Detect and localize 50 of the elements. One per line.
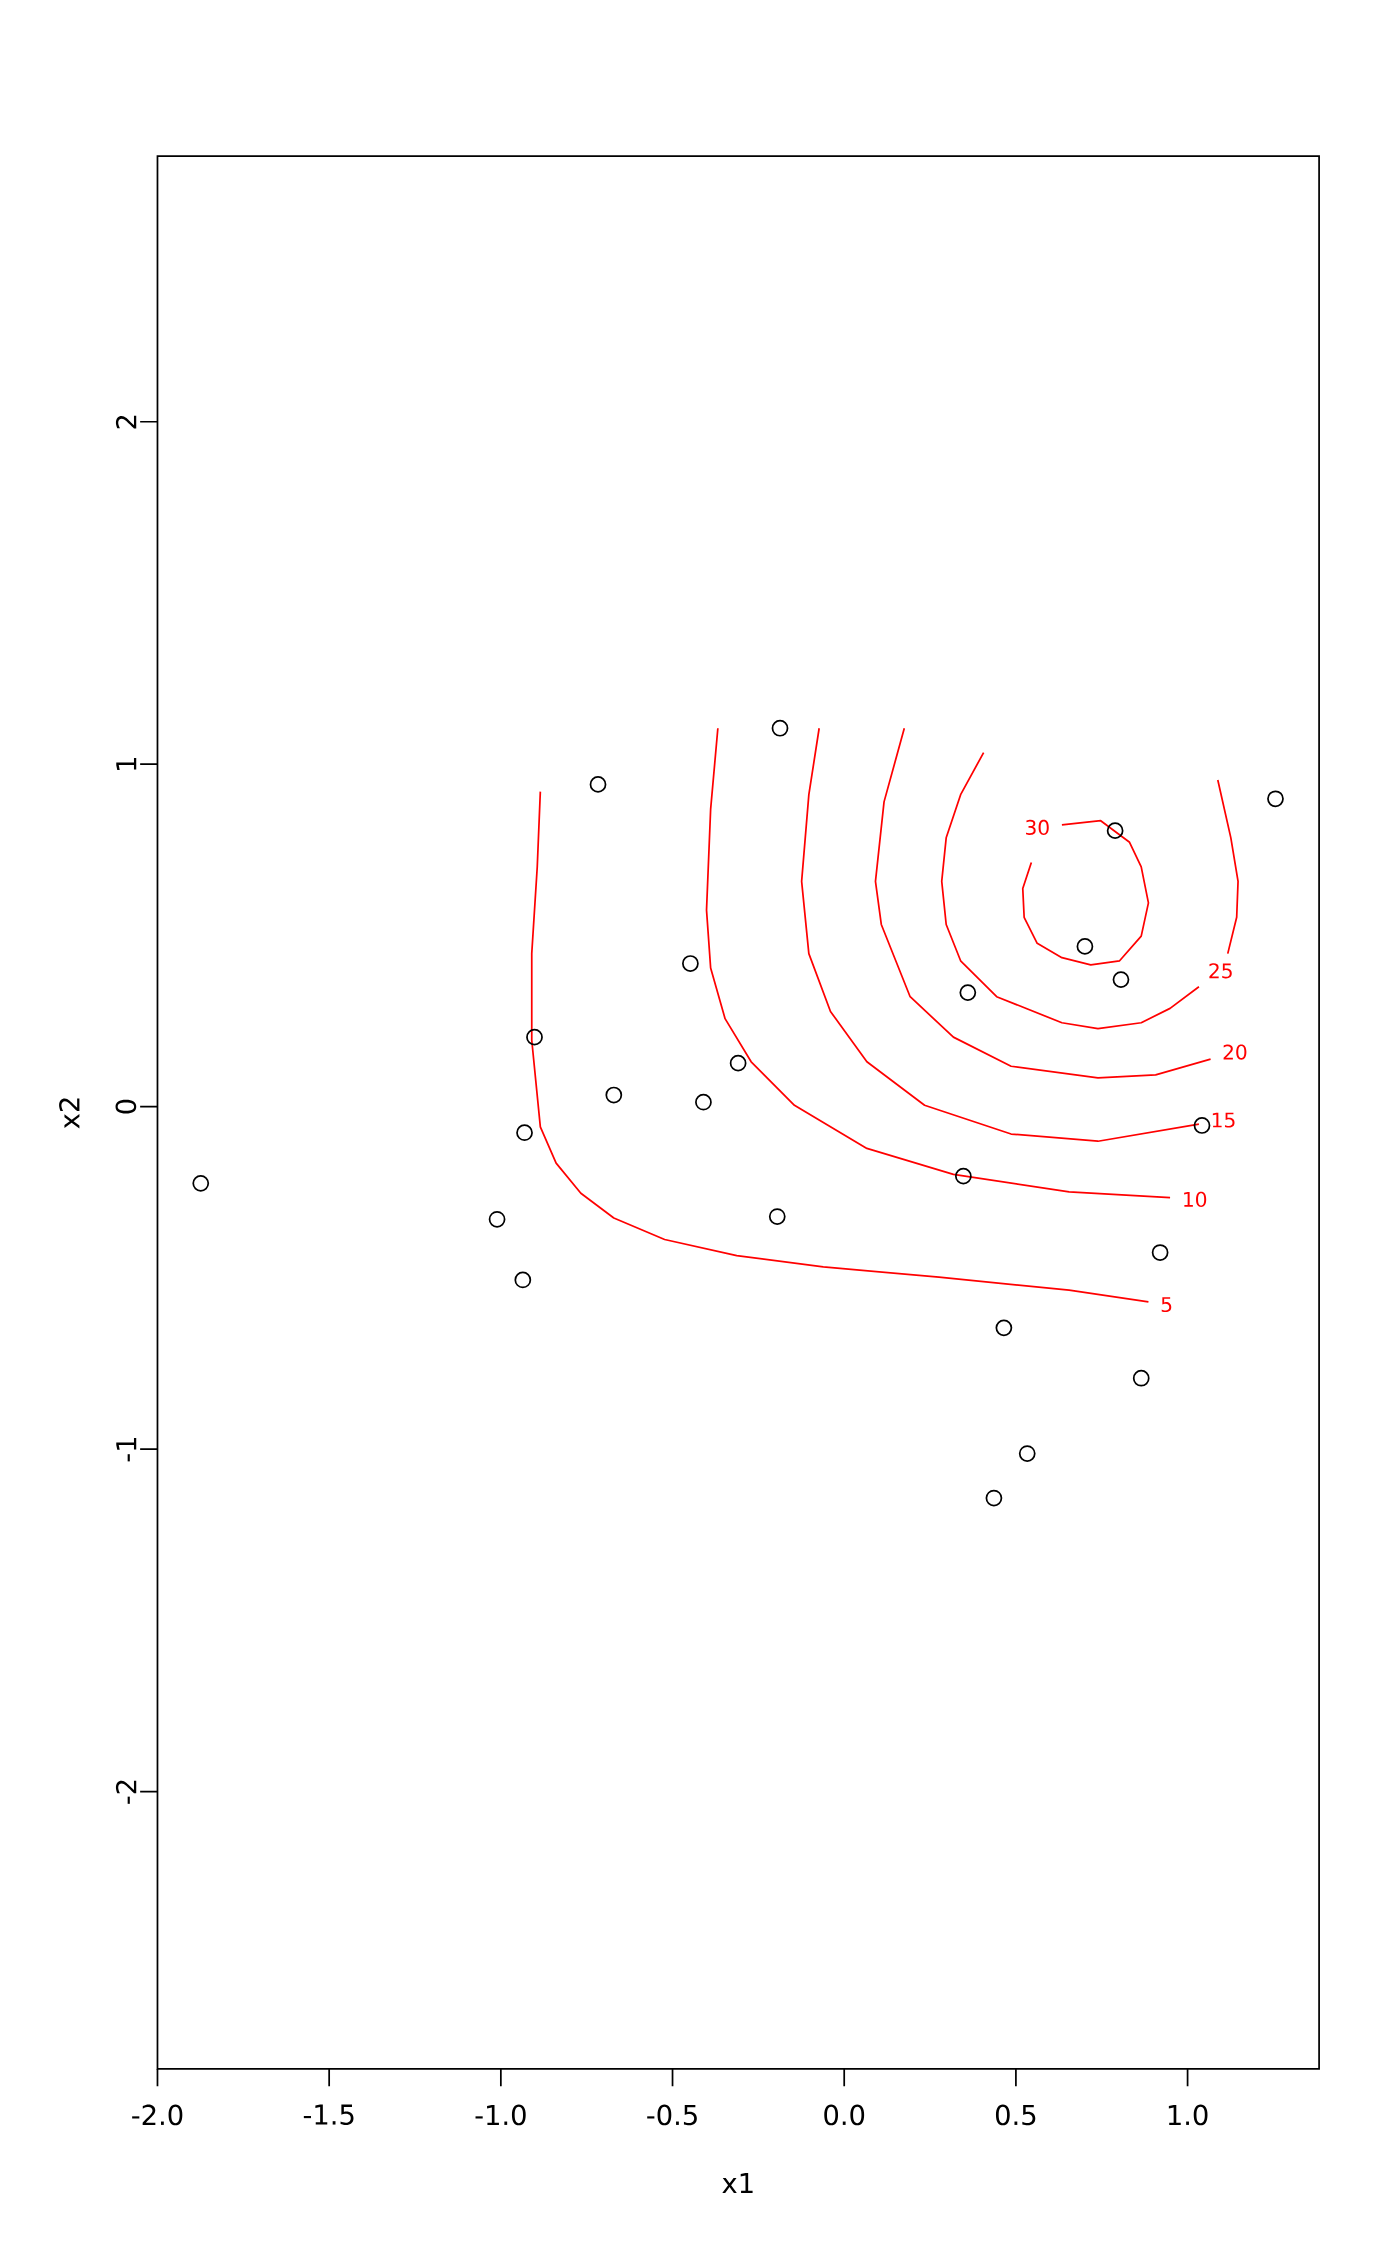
- x-tick-label: 1.0: [1168, 2104, 1208, 2126]
- line-series: [1216, 779, 1239, 955]
- point: [985, 1489, 1003, 1507]
- point: [682, 955, 699, 972]
- point: [954, 1167, 972, 1185]
- point: [192, 1174, 210, 1192]
- series-label: 30: [1026, 819, 1049, 836]
- series-label: 25: [1209, 963, 1232, 979]
- point: [1076, 938, 1094, 955]
- series-label: 10: [1184, 1191, 1207, 1207]
- point: [768, 1208, 786, 1225]
- y-tick-label: -2: [115, 1780, 137, 1804]
- x-axis-title: x1: [722, 2172, 753, 2193]
- point: [695, 1093, 712, 1111]
- point: [526, 1028, 543, 1046]
- point: [1132, 1369, 1150, 1387]
- point: [605, 1086, 623, 1104]
- point: [771, 719, 789, 737]
- series-label: 15: [1212, 1112, 1235, 1128]
- point: [729, 1054, 747, 1072]
- line-series: [940, 751, 1200, 1030]
- point: [959, 984, 977, 1001]
- point: [1267, 790, 1284, 808]
- y-tick-label: 1: [116, 758, 137, 770]
- line-series: [530, 790, 1150, 1303]
- point: [1112, 971, 1130, 988]
- x-tick-label: 0.0: [824, 2104, 865, 2126]
- point: [589, 776, 607, 793]
- y-tick-label: -1: [116, 1437, 137, 1462]
- x-tick-label: -0.5: [647, 2104, 697, 2126]
- series-label: 5: [1161, 1297, 1172, 1313]
- line-series: [705, 727, 1171, 1199]
- x-tick-label: -2.0: [132, 2104, 183, 2126]
- point: [488, 1210, 506, 1228]
- series-label: 20: [1223, 1044, 1247, 1060]
- point: [1151, 1244, 1169, 1261]
- point: [1106, 822, 1124, 840]
- x-tick-label: 0.5: [995, 2104, 1036, 2126]
- point: [516, 1124, 533, 1142]
- y-tick-label: 2: [115, 415, 137, 429]
- x-tick-label: -1.0: [475, 2104, 526, 2126]
- point: [995, 1319, 1013, 1337]
- point: [1018, 1445, 1036, 1462]
- line-series: [800, 727, 1200, 1143]
- point: [1193, 1117, 1211, 1134]
- x-tick-label: -1.5: [303, 2104, 354, 2125]
- point: [514, 1271, 532, 1289]
- line-series: [1021, 819, 1150, 966]
- y-tick-label: 0: [115, 1099, 137, 1114]
- y-axis-title: x2: [59, 1098, 80, 1129]
